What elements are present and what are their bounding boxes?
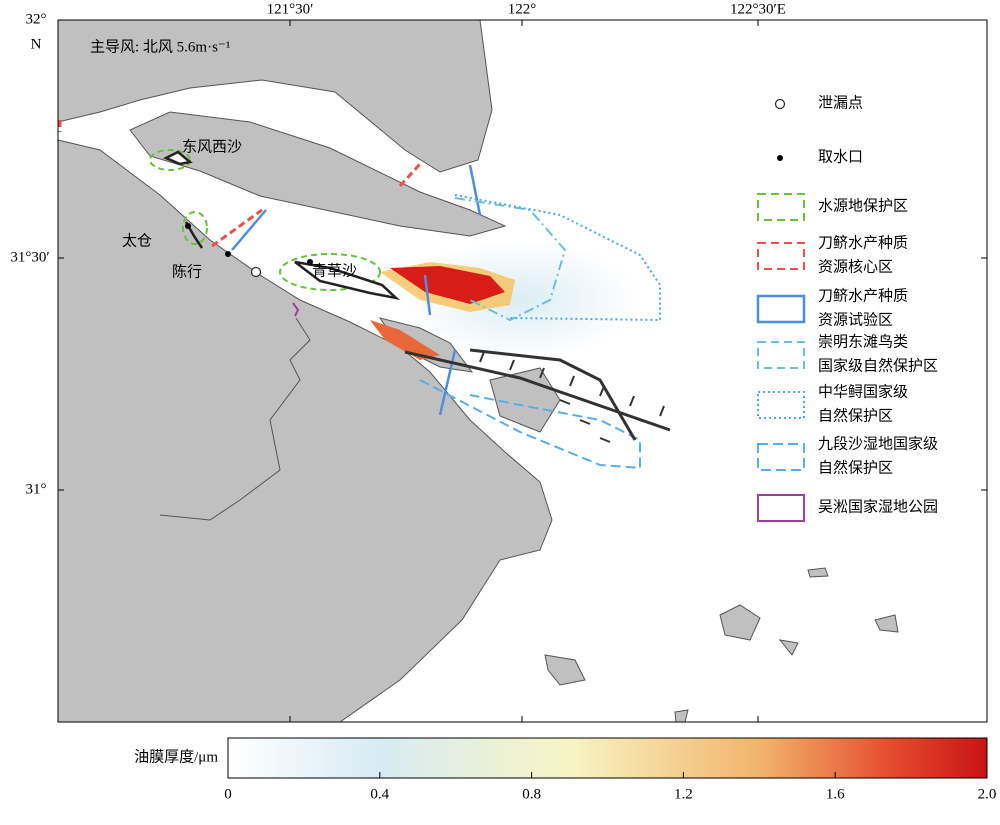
lat-label: 31°30′: [10, 249, 49, 265]
legend-label: 国家级自然保护区: [818, 357, 938, 374]
annotation: 主导风: 北风 5.6m·s⁻¹: [90, 38, 230, 55]
legend-symbol: [757, 242, 805, 270]
legend-symbol: [757, 494, 805, 522]
colorbar-tick-label: 0.4: [370, 786, 389, 802]
legend-label: 资源核心区: [818, 258, 893, 275]
legend-label: 资源试验区: [818, 311, 893, 328]
legend-symbol: [777, 155, 783, 161]
lon-label: 122°30′E: [730, 1, 786, 17]
legend-label: 崇明东滩鸟类: [818, 333, 908, 350]
colorbar: [227, 737, 988, 779]
lat-label: 32°: [26, 11, 47, 27]
jetty: [404, 348, 671, 443]
colorbar-tick-label: 2.0: [978, 786, 997, 802]
colorbar-tick-label: 1.2: [674, 786, 693, 802]
legend-label: 中华鲟国家级: [818, 383, 908, 400]
legend-symbol: [757, 391, 805, 419]
frame-tick: [289, 257, 987, 722]
colorbar-tick-label: 1.6: [826, 786, 845, 802]
legend-label: 刀鲚水产种质: [818, 234, 908, 251]
land: [57, 19, 899, 723]
oil-slick: [370, 262, 515, 360]
frame-tick: [58, 20, 759, 491]
map-body: [57, 19, 988, 723]
leak-point: [250, 266, 262, 278]
legend-label: 水源地保护区: [818, 197, 908, 214]
place-name: 太仓: [122, 232, 152, 249]
colorbar-label: 油膜厚度/μm: [134, 748, 218, 765]
intake: [225, 251, 231, 257]
reservoir: [163, 150, 193, 166]
legend-symbol: [774, 98, 786, 110]
lat-label: N: [31, 36, 42, 52]
river: [159, 317, 311, 521]
legend-label: 刀鲚水产种质: [818, 287, 908, 304]
legend-label: 自然保护区: [818, 459, 893, 476]
colorbar-tick-label: 0.8: [522, 786, 541, 802]
lon-label: 121°30′: [267, 1, 314, 17]
legend-label: 取水口: [818, 148, 863, 165]
intake: [307, 259, 313, 265]
colorbar-tick-label: 0: [224, 786, 232, 802]
legend-label: 吴淞国家湿地公园: [818, 498, 938, 515]
protected-zones: [58, 120, 661, 470]
legend-symbol: [757, 443, 805, 471]
legend-symbol: [756, 294, 806, 324]
legend-label: 自然保护区: [818, 407, 893, 424]
intake: [185, 223, 191, 229]
lat-label: 31°: [26, 481, 47, 497]
legend-symbol: [757, 341, 805, 369]
legend-label: 九段沙湿地国家级: [818, 435, 938, 452]
legend-label: 泄漏点: [818, 94, 863, 111]
legend-symbol: [757, 193, 805, 221]
lon-label: 122°: [508, 1, 537, 17]
place-name: 东风西沙: [182, 138, 242, 155]
labels: 主导风: 北风 5.6m·s⁻¹ 121°30′ 122° 122°30′E 3…: [10, 1, 786, 765]
reservoir: [294, 260, 401, 301]
place-name: 青草沙: [312, 262, 357, 279]
place-name: 陈行: [172, 262, 202, 280]
